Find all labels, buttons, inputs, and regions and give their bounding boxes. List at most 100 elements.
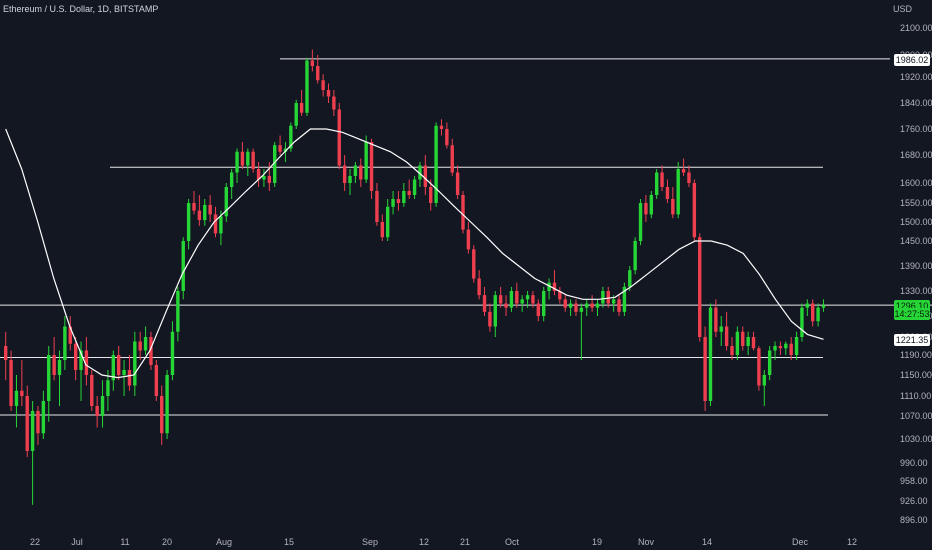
candle-body — [671, 199, 675, 215]
candle — [208, 195, 212, 222]
candle-body — [525, 295, 530, 300]
candle — [757, 346, 761, 391]
y-tick-label: 1070.00 — [900, 411, 932, 421]
candle — [213, 206, 218, 238]
candle — [687, 165, 691, 187]
candle-body — [396, 199, 401, 203]
y-tick-label: 1600.00 — [900, 178, 932, 188]
candle — [434, 122, 438, 207]
currency-label: USD — [892, 4, 912, 14]
candle — [746, 331, 750, 355]
candle-body — [127, 370, 132, 386]
candle — [698, 233, 702, 342]
candle — [488, 303, 492, 332]
candle-body — [160, 396, 164, 434]
candle-body — [278, 145, 282, 152]
candle-body — [644, 203, 648, 215]
candle-body — [509, 291, 514, 308]
candle — [385, 199, 390, 241]
candle — [547, 278, 551, 300]
candle — [552, 270, 557, 296]
candle — [326, 83, 331, 103]
candle — [455, 165, 460, 199]
candle — [229, 169, 234, 199]
candle-body — [133, 341, 137, 386]
price-label-box — [894, 54, 930, 66]
candle-body — [337, 109, 341, 166]
price-label-text: 1986.02 — [896, 55, 929, 65]
candle-body — [294, 103, 298, 126]
candle — [590, 295, 594, 312]
candle — [429, 179, 433, 211]
candle — [181, 237, 185, 300]
candle-body — [116, 355, 121, 375]
candle-body — [57, 360, 62, 375]
candle-body — [326, 90, 331, 97]
candle — [251, 148, 255, 173]
y-tick-label: 1680.00 — [900, 150, 932, 160]
candle — [692, 179, 697, 241]
y-tick-label: 1190.00 — [900, 350, 932, 360]
candle-body — [186, 203, 191, 241]
candle — [568, 299, 573, 316]
candle — [369, 138, 374, 199]
candle-body — [122, 370, 126, 375]
y-tick-label: 958.00 — [900, 476, 928, 486]
candle-body — [714, 307, 718, 332]
candle — [294, 99, 298, 129]
candle-body — [203, 204, 207, 221]
candle-body — [256, 169, 261, 180]
candle — [57, 350, 62, 406]
candle — [273, 142, 277, 187]
candle — [289, 122, 293, 152]
candle-body — [751, 337, 756, 349]
candle — [321, 74, 325, 97]
candle-body — [692, 183, 697, 238]
candle — [63, 316, 67, 370]
candle-body — [493, 295, 497, 327]
candle — [493, 291, 497, 337]
candle-body — [778, 346, 783, 349]
candle — [283, 142, 288, 162]
candle-body — [412, 179, 417, 195]
candle — [186, 199, 191, 250]
candle-body — [391, 199, 395, 207]
candle — [762, 370, 766, 406]
candle — [450, 138, 454, 176]
candle — [644, 195, 648, 222]
candle — [811, 299, 815, 327]
candle-body — [455, 172, 460, 195]
candle-body — [789, 343, 793, 355]
candle — [90, 370, 94, 411]
candle-body — [633, 241, 637, 271]
candle — [542, 286, 546, 322]
candle-body — [654, 172, 659, 195]
candle — [359, 158, 363, 187]
candle — [342, 155, 347, 191]
candle — [149, 331, 153, 370]
candle — [170, 321, 175, 381]
candle-body — [418, 165, 422, 180]
candle-body — [176, 291, 180, 332]
candle — [412, 176, 417, 199]
candle-body — [472, 249, 476, 279]
candle — [660, 165, 664, 191]
candle-body — [482, 295, 487, 312]
candle-body — [402, 191, 406, 203]
x-tick-label: 19 — [592, 537, 602, 547]
candle — [794, 331, 799, 360]
candle — [773, 341, 777, 360]
candle — [25, 385, 29, 457]
candle-body — [595, 303, 600, 308]
candle — [466, 222, 471, 254]
candle-body — [585, 303, 589, 308]
candle-body — [542, 291, 546, 316]
candle-body — [450, 145, 454, 173]
candle-body — [568, 303, 573, 308]
candle-body — [628, 270, 632, 287]
candle — [41, 390, 46, 439]
candle-body — [805, 303, 810, 308]
candle-body — [30, 411, 35, 451]
candle — [724, 311, 729, 351]
